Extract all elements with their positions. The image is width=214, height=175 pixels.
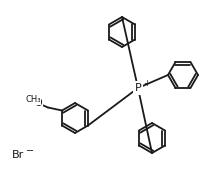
Text: O: O bbox=[34, 99, 42, 108]
Text: Br: Br bbox=[12, 150, 24, 160]
Text: −: − bbox=[26, 146, 34, 156]
Text: P: P bbox=[135, 83, 141, 93]
Text: +: + bbox=[143, 79, 150, 89]
Text: CH₃: CH₃ bbox=[25, 95, 40, 104]
